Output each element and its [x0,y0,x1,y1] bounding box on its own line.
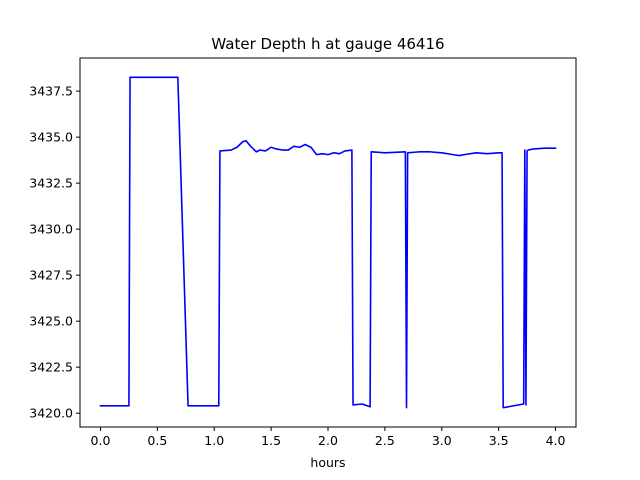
x-tick-label: 0.5 [147,433,167,448]
x-axis-label: hours [310,455,345,470]
x-tick-label: 2.5 [375,433,395,448]
x-tick-label: 1.5 [261,433,281,448]
plot-area [99,76,557,409]
x-tick-label: 3.5 [489,433,509,448]
y-tick-label: 3430.0 [29,222,73,237]
y-tick-label: 3437.5 [29,84,73,99]
y-tick-label: 3435.0 [29,130,73,145]
x-tick-label: 0.0 [91,433,111,448]
x-tick-label: 2.0 [318,433,338,448]
y-tick-label: 3432.5 [29,176,73,191]
x-tick-label: 4.0 [546,433,566,448]
axis-ticks: 0.0 0.5 1.0 1.5 2.0 2.5 3.0 3.5 4.0 3420.0 3422.5 3… [29,84,565,448]
y-tick-label: 3425.0 [29,314,73,329]
x-tick-label: 1.0 [204,433,224,448]
y-tick-label: 3427.5 [29,268,73,283]
axes-frame [79,57,577,428]
x-tick-label: 3.0 [432,433,452,448]
y-tick-label: 3420.0 [29,406,73,421]
series-line [99,76,557,409]
y-tick-label: 3422.5 [29,360,73,375]
chart-title: Water Depth h at gauge 46416 [211,35,444,53]
